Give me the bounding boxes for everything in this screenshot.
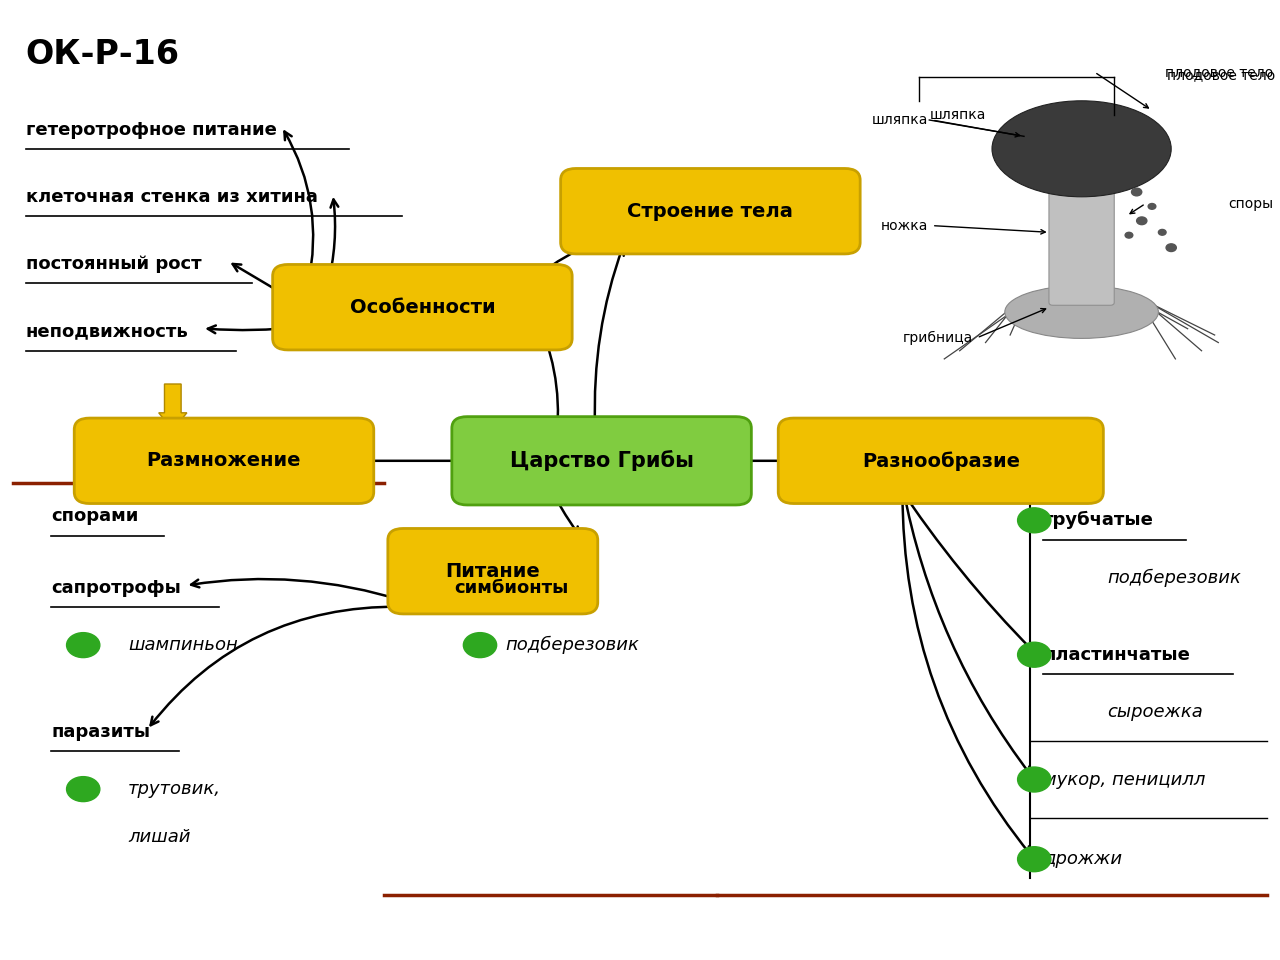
- Text: Особенности: Особенности: [349, 298, 495, 317]
- Text: подберезовик: подберезовик: [1107, 568, 1242, 588]
- Circle shape: [67, 777, 100, 802]
- Text: паразиты: паразиты: [51, 723, 150, 740]
- Text: симбионты: симбионты: [454, 579, 568, 596]
- Circle shape: [67, 633, 100, 658]
- Text: гетеротрофное питание: гетеротрофное питание: [26, 121, 276, 138]
- Text: плодовое тело: плодовое тело: [1166, 68, 1275, 82]
- Text: пластинчатые: пластинчатые: [1043, 646, 1190, 663]
- Text: Разнообразие: Разнообразие: [861, 451, 1020, 470]
- Text: клеточная стенка из хитина: клеточная стенка из хитина: [26, 188, 317, 205]
- Circle shape: [1018, 767, 1051, 792]
- FancyArrow shape: [159, 384, 187, 430]
- Ellipse shape: [992, 101, 1171, 197]
- Text: шампиньон: шампиньон: [128, 636, 238, 654]
- Circle shape: [1018, 847, 1051, 872]
- FancyBboxPatch shape: [74, 419, 374, 503]
- FancyBboxPatch shape: [778, 419, 1103, 503]
- Text: неподвижность: неподвижность: [26, 323, 188, 340]
- FancyBboxPatch shape: [561, 169, 860, 253]
- Text: трутовик,: трутовик,: [128, 780, 221, 798]
- Ellipse shape: [1005, 286, 1158, 339]
- Text: споры: споры: [1229, 197, 1274, 210]
- Circle shape: [1158, 229, 1166, 235]
- Circle shape: [1137, 217, 1147, 225]
- Text: шляпка: шляпка: [872, 113, 928, 127]
- Text: плодовое тело: плодовое тело: [1165, 65, 1274, 79]
- Circle shape: [1132, 188, 1142, 196]
- Circle shape: [1125, 232, 1133, 238]
- Text: сапротрофы: сапротрофы: [51, 579, 180, 596]
- Circle shape: [463, 633, 497, 658]
- Text: сыроежка: сыроежка: [1107, 704, 1203, 721]
- FancyBboxPatch shape: [388, 528, 598, 614]
- Text: лишай: лишай: [128, 828, 191, 846]
- FancyBboxPatch shape: [452, 417, 751, 505]
- Text: Размножение: Размножение: [147, 451, 301, 470]
- Circle shape: [1018, 642, 1051, 667]
- Text: ножка: ножка: [881, 219, 928, 232]
- Text: подберезовик: подберезовик: [506, 636, 640, 655]
- Text: Царство Грибы: Царство Грибы: [509, 450, 694, 471]
- Text: дрожжи: дрожжи: [1043, 851, 1123, 868]
- Text: постоянный рост: постоянный рост: [26, 255, 201, 273]
- Text: спорами: спорами: [51, 508, 138, 525]
- Text: Строение тела: Строение тела: [627, 202, 794, 221]
- Text: ОК-Р-16: ОК-Р-16: [26, 38, 179, 71]
- Text: трубчатые: трубчатые: [1043, 512, 1155, 529]
- Text: шляпка: шляпка: [929, 108, 986, 122]
- Circle shape: [1148, 204, 1156, 209]
- FancyBboxPatch shape: [1050, 184, 1114, 305]
- FancyBboxPatch shape: [273, 265, 572, 349]
- Text: мукор, пеницилл: мукор, пеницилл: [1043, 771, 1206, 788]
- Circle shape: [1166, 244, 1176, 252]
- Text: грибница: грибница: [902, 331, 973, 345]
- Text: Питание: Питание: [445, 562, 540, 581]
- Circle shape: [1018, 508, 1051, 533]
